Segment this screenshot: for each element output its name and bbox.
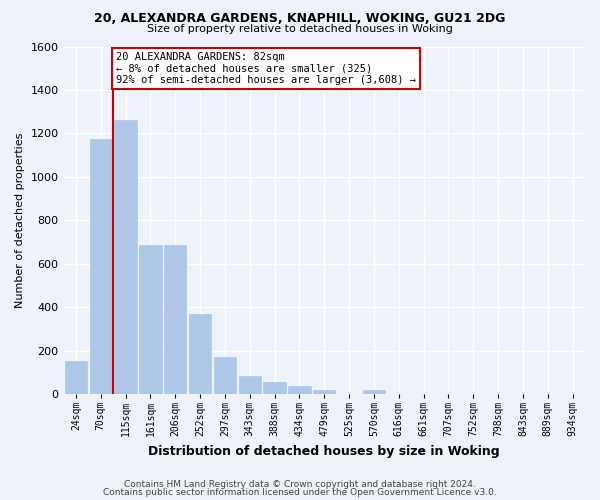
Bar xyxy=(189,314,211,394)
Text: Size of property relative to detached houses in Woking: Size of property relative to detached ho… xyxy=(147,24,453,34)
Bar xyxy=(263,382,286,394)
Bar xyxy=(363,390,385,394)
Y-axis label: Number of detached properties: Number of detached properties xyxy=(15,132,25,308)
Text: 20, ALEXANDRA GARDENS, KNAPHILL, WOKING, GU21 2DG: 20, ALEXANDRA GARDENS, KNAPHILL, WOKING,… xyxy=(94,12,506,26)
Bar xyxy=(89,139,112,394)
Text: Contains public sector information licensed under the Open Government Licence v3: Contains public sector information licen… xyxy=(103,488,497,497)
Text: 20 ALEXANDRA GARDENS: 82sqm
← 8% of detached houses are smaller (325)
92% of sem: 20 ALEXANDRA GARDENS: 82sqm ← 8% of deta… xyxy=(116,52,416,85)
Bar xyxy=(65,362,87,394)
Bar xyxy=(288,386,311,394)
Bar xyxy=(139,245,161,394)
Text: Contains HM Land Registry data © Crown copyright and database right 2024.: Contains HM Land Registry data © Crown c… xyxy=(124,480,476,489)
X-axis label: Distribution of detached houses by size in Woking: Distribution of detached houses by size … xyxy=(148,444,500,458)
Bar xyxy=(239,376,261,394)
Bar xyxy=(214,357,236,394)
Bar xyxy=(313,390,335,394)
Bar xyxy=(115,120,137,394)
Bar xyxy=(164,245,187,394)
